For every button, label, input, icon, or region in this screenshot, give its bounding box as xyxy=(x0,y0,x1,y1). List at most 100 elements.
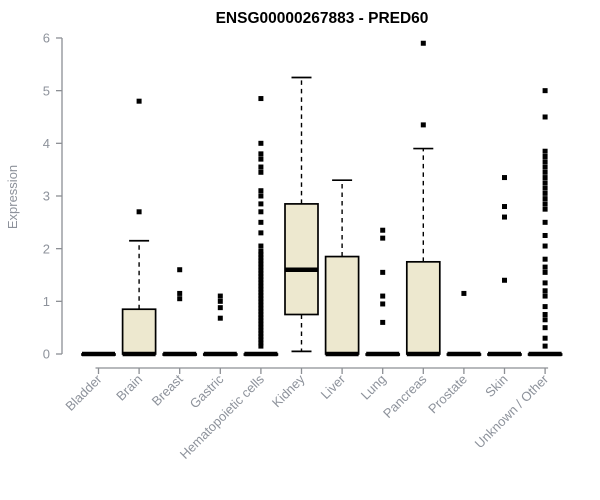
y-axis-label: Expression xyxy=(5,165,20,229)
outlier-point xyxy=(177,267,183,273)
outlier-point xyxy=(258,321,264,327)
outlier-point xyxy=(258,219,264,225)
outlier-point xyxy=(258,311,264,317)
outlier-point xyxy=(258,96,264,102)
outlier-point xyxy=(542,325,548,331)
outlier-point xyxy=(542,335,548,341)
outlier-point xyxy=(258,251,264,257)
outlier-point xyxy=(461,290,467,296)
outlier-point xyxy=(258,277,264,283)
boxplot-brain xyxy=(121,98,157,357)
outlier-point xyxy=(542,280,548,286)
boxplot-prostate xyxy=(446,290,482,357)
y-tick-label: 2 xyxy=(43,241,50,256)
outlier-point xyxy=(258,140,264,146)
outlier-point xyxy=(542,243,548,249)
outlier-point xyxy=(258,318,264,324)
outlier-point xyxy=(542,153,548,159)
outlier-point xyxy=(542,264,548,270)
box xyxy=(405,260,441,355)
outlier-point xyxy=(258,188,264,194)
outlier-point xyxy=(542,148,548,154)
outlier-point xyxy=(380,293,386,299)
outlier-point xyxy=(502,277,507,283)
outlier-point xyxy=(542,232,548,238)
outlier-point xyxy=(542,317,548,323)
x-tick-label: Bladder xyxy=(62,371,105,414)
outlier-point xyxy=(258,299,264,305)
y-tick-label: 4 xyxy=(43,136,50,151)
outlier-point xyxy=(380,319,386,325)
boxplot-hematopoietic-cells xyxy=(243,96,279,357)
outlier-point xyxy=(258,343,264,349)
boxplot-pancreas xyxy=(405,40,441,357)
outlier-point xyxy=(542,190,548,196)
x-tick-label: Gastric xyxy=(187,371,227,411)
outlier-point xyxy=(258,289,264,295)
outlier-point xyxy=(136,98,142,104)
y-tick-label: 0 xyxy=(43,347,50,362)
outlier-point xyxy=(542,256,548,262)
outlier-point xyxy=(258,156,264,162)
outlier-point xyxy=(542,219,548,225)
outlier-point xyxy=(258,193,264,199)
x-tick-label: Pancreas xyxy=(380,371,430,421)
outlier-point xyxy=(502,214,507,220)
outlier-point xyxy=(258,230,264,236)
outlier-point xyxy=(542,88,548,94)
box xyxy=(324,255,360,355)
y-tick-label: 6 xyxy=(43,31,50,46)
box xyxy=(284,203,319,316)
x-tick-label: Brain xyxy=(113,372,145,404)
outlier-point xyxy=(217,305,223,311)
outlier-point xyxy=(258,308,264,314)
outlier-point xyxy=(502,175,507,181)
x-tick-label: Liver xyxy=(318,371,349,402)
outlier-point xyxy=(542,164,548,170)
outlier-point xyxy=(258,337,264,343)
outlier-point xyxy=(542,196,548,202)
boxplot-unknown-other xyxy=(527,88,563,357)
outlier-point xyxy=(380,227,386,233)
outlier-point xyxy=(542,169,548,175)
outlier-point xyxy=(258,169,264,175)
boxplot-bladder xyxy=(81,351,116,357)
y-tick-label: 5 xyxy=(43,83,50,98)
outlier-point xyxy=(542,201,548,207)
y-tick-label: 3 xyxy=(43,189,50,204)
outlier-point xyxy=(258,264,264,270)
boxplot-liver xyxy=(324,179,360,357)
outlier-point xyxy=(542,114,548,120)
outlier-point xyxy=(258,280,264,286)
boxplot-skin xyxy=(487,175,522,357)
outlier-point xyxy=(258,334,264,340)
outlier-point xyxy=(542,175,548,181)
x-tick-label: Kidney xyxy=(269,371,308,410)
boxplot-lung xyxy=(365,227,401,357)
outlier-point xyxy=(258,267,264,273)
outlier-point xyxy=(542,304,548,310)
x-tick-label: Skin xyxy=(482,372,510,400)
outlier-point xyxy=(380,235,386,241)
outlier-point xyxy=(258,296,264,302)
outlier-point xyxy=(258,327,264,333)
outlier-point xyxy=(258,164,264,170)
outlier-point xyxy=(258,258,264,264)
outlier-point xyxy=(258,270,264,276)
boxplot-gastric xyxy=(202,293,238,357)
outlier-point xyxy=(217,315,223,321)
outlier-point xyxy=(258,283,264,289)
outlier-point xyxy=(258,330,264,336)
outlier-point xyxy=(217,298,223,304)
outlier-point xyxy=(380,269,386,275)
boxplot-breast xyxy=(162,267,198,357)
outlier-point xyxy=(177,296,183,302)
outlier-point xyxy=(258,293,264,299)
outlier-point xyxy=(420,40,426,46)
outlier-point xyxy=(258,305,264,311)
outlier-point xyxy=(258,201,264,207)
outlier-point xyxy=(258,302,264,308)
outlier-point xyxy=(380,301,386,307)
